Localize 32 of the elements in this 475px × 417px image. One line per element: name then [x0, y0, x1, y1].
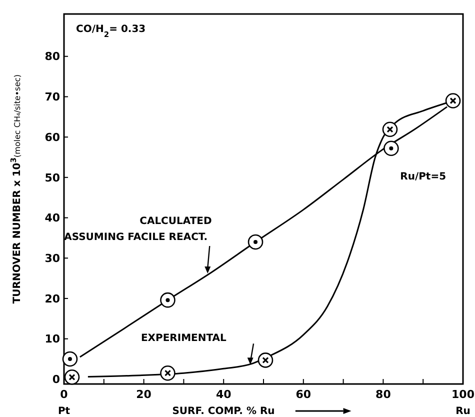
x-tick-label: 60	[296, 388, 312, 401]
x-tick-label: 20	[136, 388, 152, 401]
x-tick-label: 80	[376, 388, 392, 401]
point	[258, 352, 274, 368]
point	[160, 292, 176, 308]
y-tick-label: 10	[44, 332, 60, 346]
point	[160, 365, 176, 381]
annotation: EXPERIMENTAL	[140, 332, 228, 344]
text: Pt	[58, 406, 70, 417]
point	[384, 140, 399, 156]
point	[62, 351, 78, 367]
point	[64, 369, 80, 385]
y-tick-label: 70	[44, 90, 60, 104]
y-tick-label: 40	[44, 212, 60, 225]
annotation: CO/H$_{2}$= 0.33	[76, 24, 146, 38]
point	[445, 93, 461, 108]
point	[248, 234, 264, 250]
y-tick-label: 60	[44, 130, 60, 144]
x-tick-label: 40	[216, 388, 232, 401]
annotation: CALCULATED	[140, 216, 212, 227]
y-tick-label: 20	[44, 292, 60, 306]
point	[382, 122, 398, 138]
x-tick-label: 0	[60, 388, 68, 401]
y-tick-label: 0	[52, 373, 60, 386]
y-tick-label: 30	[44, 252, 60, 265]
x-axis-title: SURF. COMP. % Ru	[172, 406, 275, 417]
y-tick-label: 50	[44, 171, 60, 184]
y-tick-label: 80	[44, 50, 60, 64]
x-tick-label: 100	[452, 388, 475, 401]
annotation: Ru/Pt=5	[400, 171, 446, 182]
annotation: ASSUMING FACILE REACT.	[64, 232, 208, 243]
text: Ru	[456, 406, 470, 417]
